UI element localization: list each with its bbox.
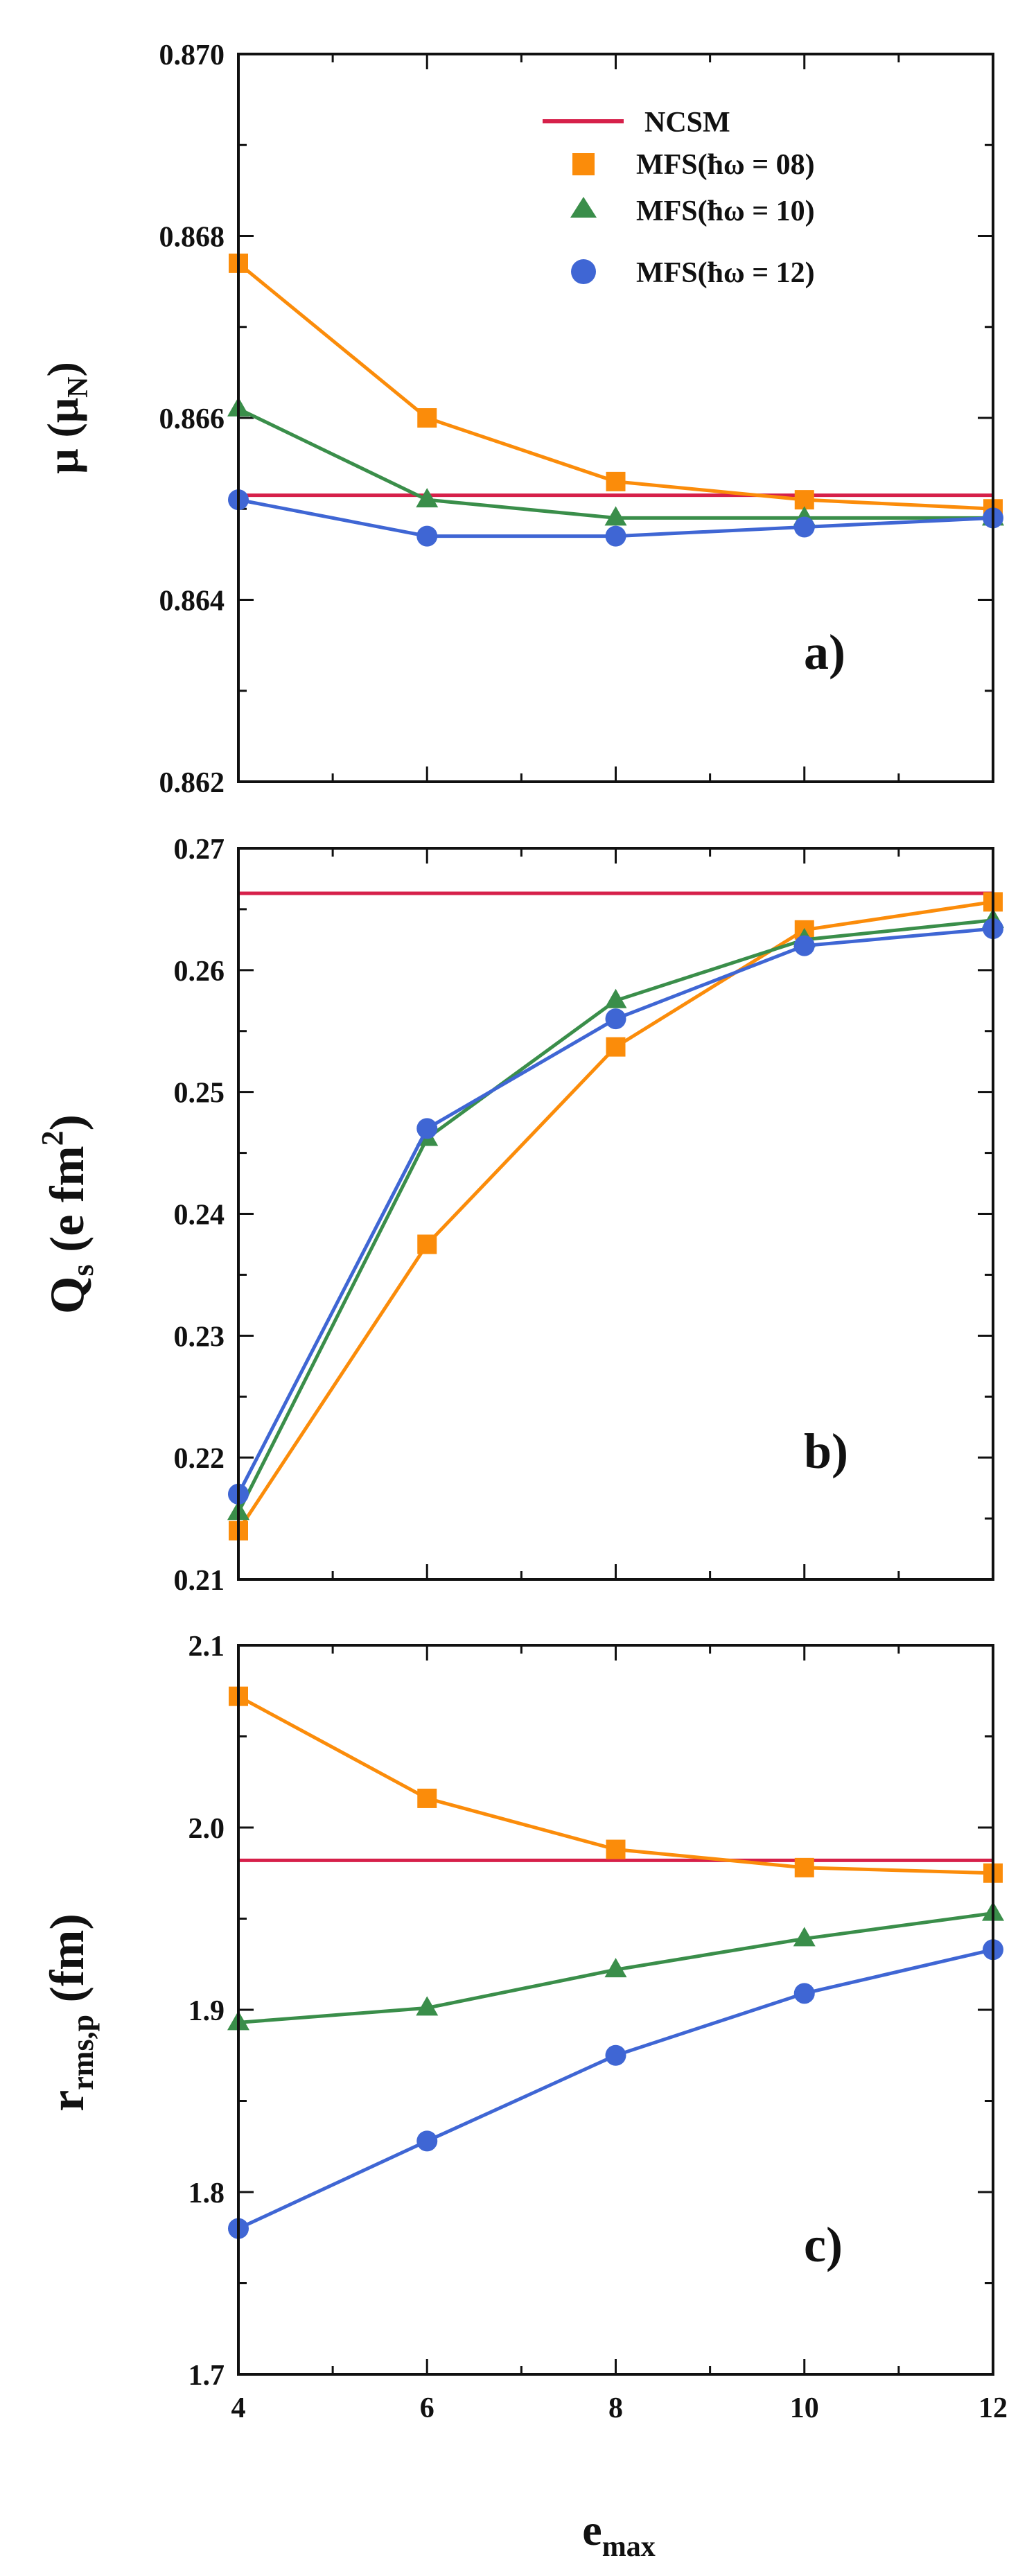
y-axis-title-end: ) [41,1114,94,1130]
plot-frame [237,53,994,783]
panel-label-b: b) [804,1423,848,1479]
series-hw08 [229,253,1003,519]
ticks: 1.7 1.8 1.9 2.0 2.1 4 6 8 10 12 [188,1631,1008,2424]
legend-marker-hw10 [570,197,597,218]
legend-label-hw12: MFS(ħω = 12) [636,257,815,289]
data-point-hw12 [793,935,815,956]
y-axis-title-radius: rrms,p (fm) [41,1913,100,2112]
legend-marker-hw08 [572,153,595,175]
y-axis-title-subscript: rms,p [66,2015,100,2090]
panel-label-c: c) [804,2217,843,2272]
y-tick-label: 2.0 [188,1813,225,1845]
legend-marker-hw12 [571,259,596,284]
y-tick-label: 0.25 [174,1078,225,1110]
ticks: 0.862 0.864 0.866 0.868 0.870 [159,40,994,799]
y-axis-title-suffix: (e fm [41,1146,94,1264]
data-point-hw10 [604,988,627,1008]
y-tick-label: 0.26 [174,956,225,988]
data-point-hw12 [793,516,815,538]
y-axis-title-suffix: (fm) [41,1913,94,2015]
data-point-hw10 [604,1958,627,1978]
x-axis-title-main: e [582,2505,602,2555]
series-hw10 [227,396,1004,526]
y-tick-label: 0.868 [159,222,225,254]
y-tick-label: 0.866 [159,403,225,435]
data-point-hw08 [417,408,437,428]
y-axis-title-quadrupole: Qs (e fm2) [35,1114,100,1314]
data-point-hw10 [793,1927,816,1947]
data-point-hw10 [416,1996,439,2016]
series-hw10 [227,908,1004,1521]
panel-b: Qs (e fm2) b) 0.210.220.230.240.250.260.… [35,834,1004,1597]
y-tick-label: 1.8 [188,2178,225,2209]
ticks: 0.21 0.22 0.23 0.24 0.25 0.26 0.27 [174,834,994,1597]
y-tick-label: 0.21 [174,1565,225,1597]
y-tick-label: 0.23 [174,1321,225,1353]
plot-frame [237,847,994,1581]
data-point-hw10 [604,506,627,526]
data-point-hw08 [606,471,626,491]
x-tick-label: 4 [231,2392,246,2424]
y-tick-label: 2.1 [188,1631,225,1663]
y-tick-label: 0.27 [174,834,225,866]
data-point-hw08 [606,1037,626,1057]
y-axis-title-subscript: N [62,377,94,398]
data-point-hw08 [794,1857,814,1877]
data-point-hw12 [416,2130,438,2152]
legend-label-hw08: MFS(ħω = 08) [636,149,815,181]
y-axis-title-suffix: ) [38,362,87,376]
x-axis-title: emax [582,2505,655,2563]
y-tick-label: 0.22 [174,1443,225,1475]
data-point-hw10 [416,488,439,508]
plot-frame [237,1644,994,2376]
data-point-hw12 [605,1008,626,1030]
x-tick-label: 6 [420,2392,434,2424]
y-tick-label: 0.24 [174,1200,225,1232]
y-axis-title-superscript: 2 [35,1130,69,1146]
series-hw10 [227,1901,1004,2031]
x-tick-label: 10 [790,2392,819,2424]
y-axis-title-magnetic-moment: μ (μN) [38,362,94,474]
series-hw08 [229,1686,1003,1883]
y-tick-label: 0.864 [159,586,225,617]
data-point-hw12 [416,525,438,547]
data-point-hw12 [605,2044,626,2066]
y-axis-title-main: μ (μ [38,398,87,474]
x-tick-label: 12 [978,2392,1008,2424]
y-tick-label: 0.862 [159,767,225,799]
data-point-hw08 [606,1839,626,1859]
panel-label-a: a) [804,624,845,680]
series-line-hw12 [237,1947,994,2230]
y-tick-label: 1.7 [188,2360,225,2392]
x-axis-title-subscript: max [602,2531,656,2563]
data-point-hw12 [605,525,626,547]
y-tick-label: 1.9 [188,1995,225,2027]
series-hw12 [228,1939,1003,2239]
series-line-hw10 [237,407,993,520]
legend-label-ncsm: NCSM [644,107,730,139]
data-point-hw08 [417,1234,437,1254]
y-axis-title-subscript: s [66,1264,100,1276]
legend-label-hw10: MFS(ħω = 10) [636,195,815,227]
x-tick-label: 8 [608,2392,623,2424]
data-point-hw08 [417,1788,437,1808]
series-hw12 [228,918,1003,1505]
series-hw12 [228,489,1003,547]
data-point-hw12 [793,1983,815,2004]
data-point-hw12 [416,1118,438,1139]
y-axis-title-main: Q [41,1277,94,1314]
y-tick-label: 0.870 [159,40,225,71]
y-axis-title-main: r [41,2090,94,2112]
legend: NCSM MFS(ħω = 08) MFS(ħω = 10) MFS(ħω = … [543,107,815,289]
panel-c: rrms,p (fm) c) 1.7 1.8 1.9 2.0 2.1 4 6 8 10 12 [41,1631,1008,2424]
panel-a: μ (μN) a) NCSM MFS(ħω = 08) MFS(ħω = 10)… [38,40,1004,799]
